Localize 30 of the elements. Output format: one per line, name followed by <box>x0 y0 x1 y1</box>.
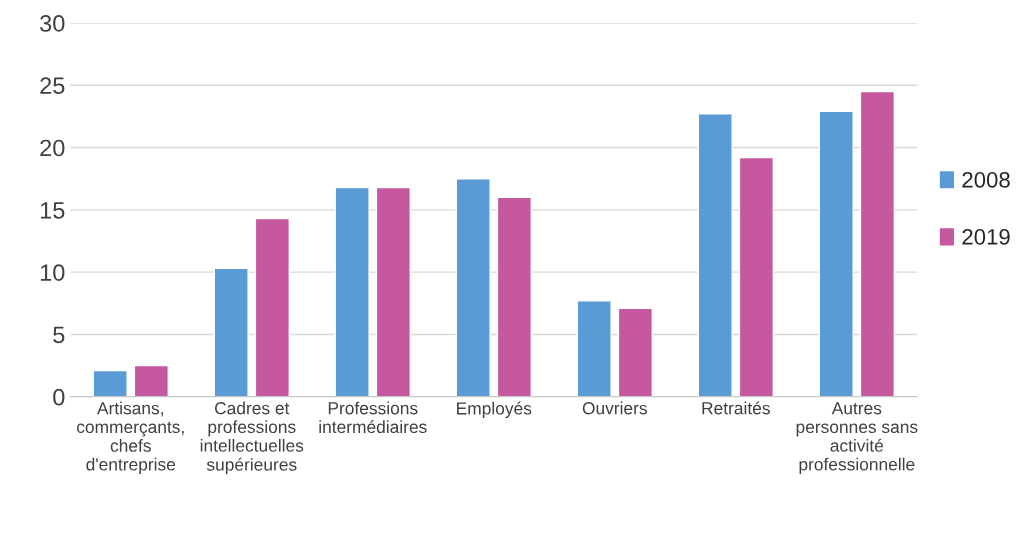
x-tick-label: Cadres et professions intellectuelles supérieures <box>200 401 304 475</box>
x-tick-label: Ouvriers <box>582 401 647 415</box>
y-tick-label: 5 <box>53 326 65 344</box>
bar <box>697 113 733 397</box>
legend-label: 2019 <box>962 229 1010 245</box>
bar <box>496 196 532 397</box>
y-tick-label: 30 <box>40 15 65 32</box>
bar <box>213 267 249 397</box>
x-tick-label: Professions intermédiaires <box>319 401 427 434</box>
x-tick-label: Employés <box>457 401 532 419</box>
bar <box>818 110 854 397</box>
bar <box>617 307 653 397</box>
bar <box>455 178 491 397</box>
bar <box>576 300 612 397</box>
legend-label: 2008 <box>962 171 1010 188</box>
bar <box>133 364 169 397</box>
y-tick-label: 15 <box>40 202 65 219</box>
bar <box>375 186 411 397</box>
bar <box>92 369 128 397</box>
bar <box>334 186 370 397</box>
y-tick-label: 25 <box>40 77 65 95</box>
bar <box>254 217 290 397</box>
y-tick-label: 10 <box>40 264 65 281</box>
bar <box>859 90 896 397</box>
x-tick-label: Retraités <box>702 401 770 415</box>
y-tick-label: 20 <box>40 139 65 157</box>
y-tick-label: 0 <box>53 388 65 406</box>
x-tick-label: Autres personnes sans activité professionnelle <box>796 402 918 474</box>
x-tick-label: Artisans, commerçants, chefs d'entreprise <box>76 401 184 474</box>
bar <box>738 156 774 397</box>
